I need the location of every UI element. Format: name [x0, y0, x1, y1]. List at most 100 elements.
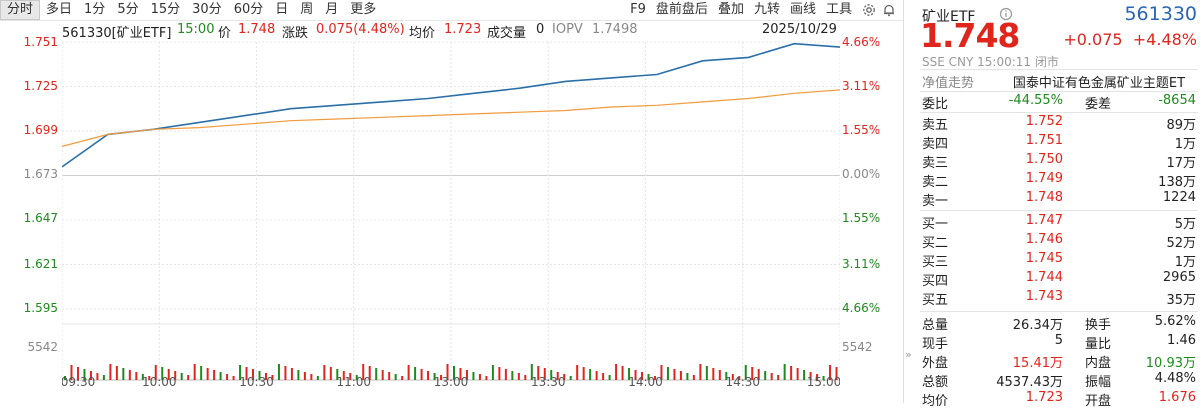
volume-max-label-left: 5542: [27, 340, 58, 354]
volume-value: 0: [536, 22, 545, 37]
volume-bar: [148, 376, 151, 380]
stat-label: 均价: [922, 394, 949, 409]
volume-bar: [258, 371, 261, 380]
stat-label: 量比: [1085, 337, 1112, 352]
tools-button[interactable]: 工具: [825, 2, 852, 17]
ask-volume: 17万: [1166, 156, 1196, 171]
order-level-row[interactable]: 外盘 15.41万 内盘 10.93万: [920, 352, 1198, 371]
stat-value: 15.41万: [1012, 356, 1063, 371]
stat-value: 10.93万: [1145, 356, 1196, 371]
order-level-row[interactable]: 卖四 1.751 1万: [920, 133, 1198, 152]
volume-bar: [641, 372, 644, 380]
change-percent: +4.48%: [1132, 30, 1197, 49]
y-label-left: 1.595: [23, 301, 58, 315]
tab-5min[interactable]: 5分: [117, 2, 139, 17]
ask-volume: 89万: [1166, 118, 1196, 133]
nine-turn-button[interactable]: 九转: [753, 2, 780, 17]
ask-price: 1.749: [1025, 171, 1063, 186]
time-tick-label: 14:30: [725, 375, 760, 388]
stat-label: 现手: [922, 337, 949, 352]
volume-bar: [576, 365, 579, 380]
tab-multi-day[interactable]: 多日: [46, 2, 73, 17]
volume-bar: [102, 375, 105, 380]
order-diff-value: -8654: [1158, 93, 1196, 108]
intraday-chart[interactable]: 09:30 10:00 10:30 11:00 13:00 13:30 14:00 14:30…: [61, 34, 841, 389]
volume-bar: [427, 371, 430, 380]
tab-more[interactable]: 更多: [350, 2, 377, 17]
info-circle-icon[interactable]: [999, 7, 1013, 25]
volume-bar: [608, 375, 611, 380]
volume-bar: [524, 375, 527, 380]
tab-day[interactable]: 日: [275, 2, 289, 17]
bid-price: 1.744: [1025, 270, 1063, 285]
volume-bar: [777, 375, 780, 380]
draw-line-button[interactable]: 画线: [789, 2, 816, 17]
volume-bar: [511, 371, 514, 380]
volume-bar: [790, 366, 793, 380]
order-level-row[interactable]: 买三 1.745 1万: [920, 251, 1198, 270]
avg-caption: 均价: [409, 26, 436, 41]
pre-post-market-button[interactable]: 盘前盘后: [655, 2, 708, 17]
price-value: 1.748: [238, 22, 276, 37]
order-level-row[interactable]: 总额 4537.43万 振幅 4.48%: [920, 371, 1198, 390]
y-label-right: 1.55%: [842, 211, 881, 225]
time-tick-label: 15:00: [807, 375, 840, 388]
volume-bar: [615, 364, 618, 380]
volume-bar: [537, 366, 540, 380]
tab-month[interactable]: 月: [325, 2, 339, 17]
volume-bar: [679, 371, 682, 380]
order-level-row[interactable]: 买五 1.743 35万: [920, 289, 1198, 308]
nav-trend-label: 净值走势: [922, 76, 975, 91]
volume-bar: [219, 372, 222, 380]
volume-bar: [83, 369, 86, 380]
volume-bar: [187, 375, 190, 380]
f9-button[interactable]: F9: [630, 2, 646, 17]
order-level-row[interactable]: 买四 1.744 2965: [920, 270, 1198, 289]
panel-collapse-icon[interactable]: »: [905, 348, 912, 361]
order-level-row[interactable]: 均价 1.723 开盘 1.676: [920, 390, 1198, 409]
nav-trend-row[interactable]: 净值走势 国泰中证有色金属矿业主题ET: [920, 72, 1198, 91]
divider: [920, 69, 1198, 70]
time-label: 15:00: [177, 22, 215, 37]
volume-bar: [329, 367, 332, 380]
settings-gear-icon[interactable]: [861, 2, 877, 18]
volume-bar: [375, 368, 378, 380]
volume-bar: [440, 375, 443, 380]
volume-bar: [180, 373, 183, 380]
tab-intraday[interactable]: 分时: [0, 0, 41, 20]
volume-bar: [433, 373, 436, 380]
order-ratio-value: -44.55%: [1008, 93, 1063, 108]
volume-bar: [388, 372, 391, 380]
order-level-row[interactable]: 卖五 1.752 89万: [920, 114, 1198, 133]
tab-30min[interactable]: 30分: [192, 2, 222, 17]
volume-bar: [206, 368, 209, 380]
bid-price: 1.745: [1025, 251, 1063, 266]
order-level-row[interactable]: 买一 1.747 5万: [920, 213, 1198, 232]
volume-bar: [738, 376, 741, 380]
order-level-row[interactable]: 卖一 1.748 1224: [920, 190, 1198, 209]
iopv-caption: IOPV: [552, 22, 583, 37]
volume-bar: [407, 365, 410, 380]
volume-bar: [64, 376, 66, 380]
tab-15min[interactable]: 15分: [150, 2, 181, 17]
tab-week[interactable]: 周: [300, 2, 314, 17]
volume-bar: [705, 366, 708, 380]
bid-volume: 52万: [1166, 236, 1196, 251]
volume-bar: [368, 366, 371, 380]
order-level-row[interactable]: 卖三 1.750 17万: [920, 152, 1198, 171]
order-ratio-label: 委比: [922, 97, 949, 112]
order-level-row[interactable]: 总量 26.34万 换手 5.62%: [920, 314, 1198, 333]
tab-1min[interactable]: 1分: [84, 2, 106, 17]
volume-bar: [362, 364, 365, 380]
volume-bar: [628, 368, 631, 380]
overlay-button[interactable]: 叠加: [717, 2, 744, 17]
volume-bar: [264, 373, 267, 380]
bell-icon[interactable]: [881, 2, 897, 18]
volume-bar: [757, 369, 760, 380]
order-level-row[interactable]: 卖二 1.749 138万: [920, 171, 1198, 190]
time-tick-label: 13:00: [434, 375, 469, 388]
order-level-row[interactable]: 现手 5 量比 1.46: [920, 333, 1198, 352]
volume-bar: [666, 367, 669, 380]
tab-60min[interactable]: 60分: [233, 2, 264, 17]
order-level-row[interactable]: 买二 1.746 52万: [920, 232, 1198, 251]
